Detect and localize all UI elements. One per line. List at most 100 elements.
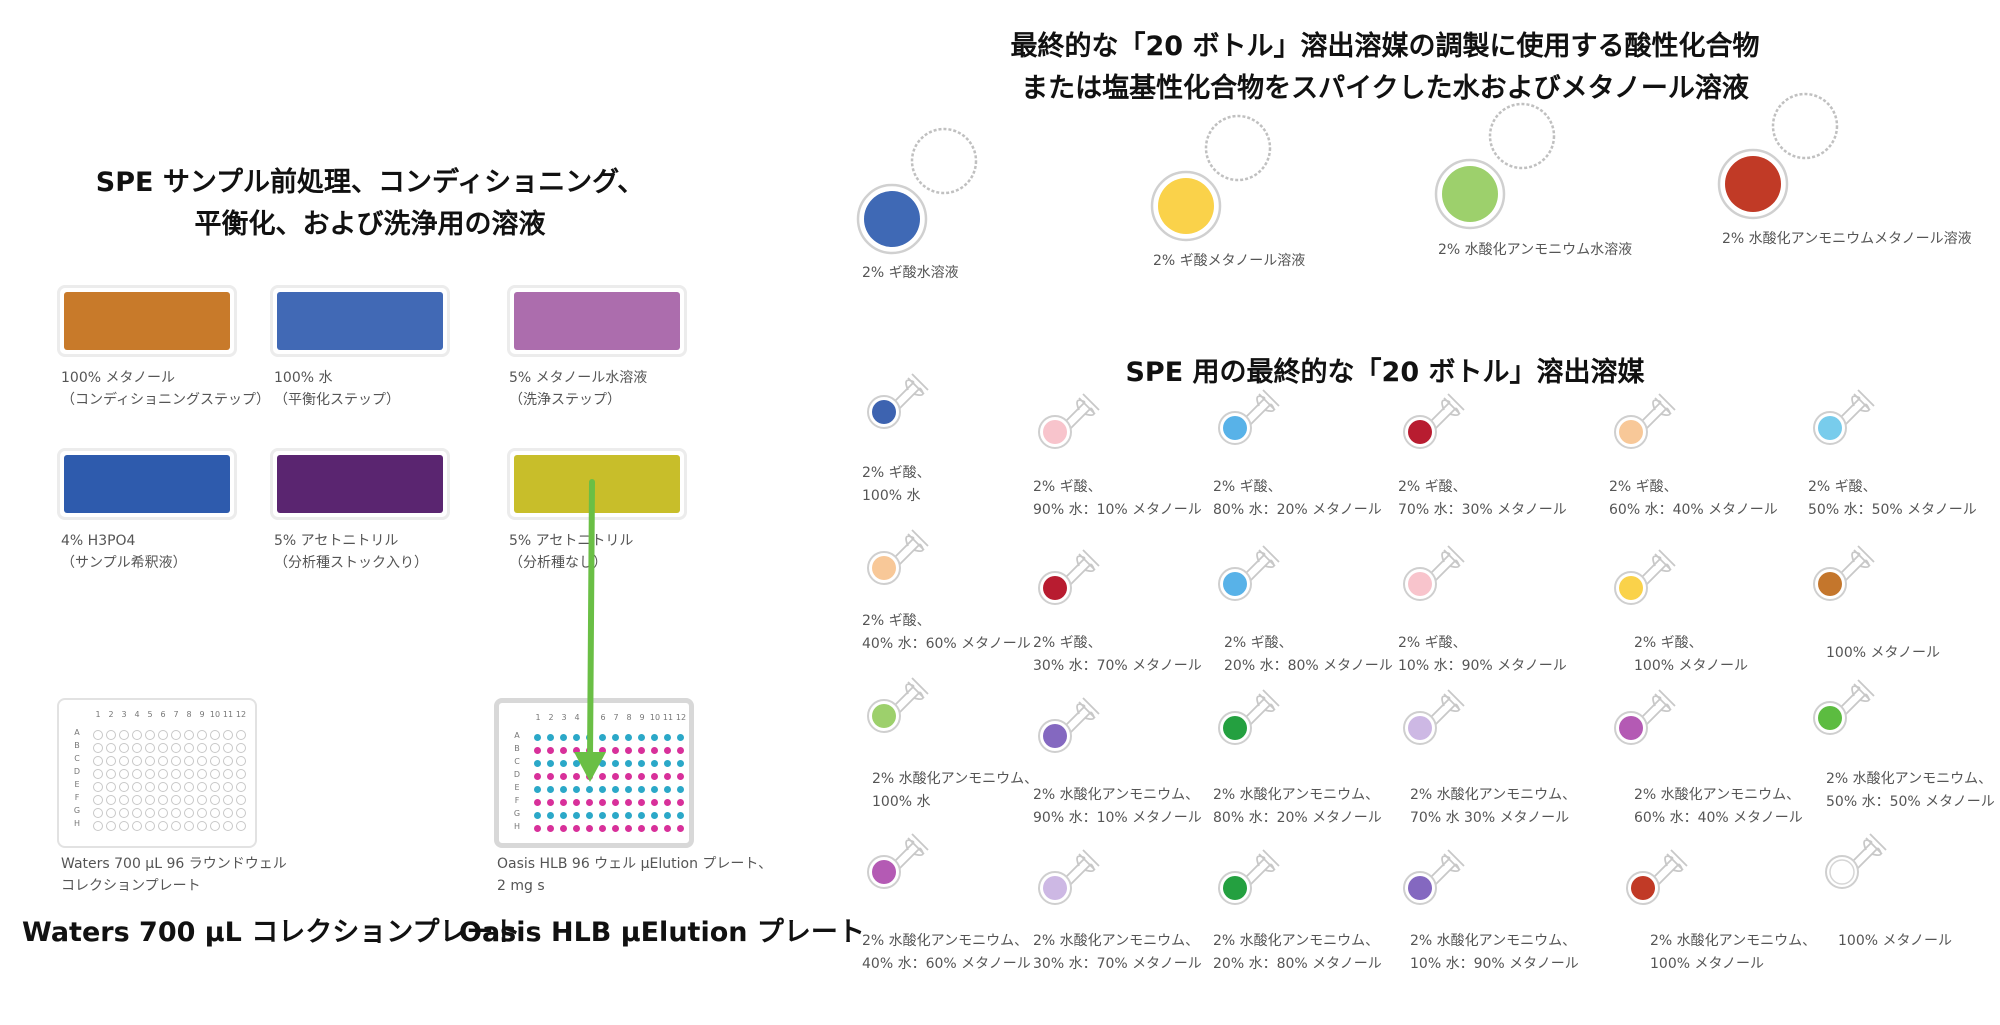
plate-well [171, 769, 181, 779]
plate-well [236, 730, 246, 740]
bottle-fill [872, 556, 896, 580]
bottle-caption-line: 2% ギ酸、 [1213, 479, 1282, 495]
plate-well [236, 795, 246, 805]
plate-well [547, 812, 554, 819]
elution-bottle [1403, 689, 1465, 745]
bottle-fill [1818, 416, 1842, 440]
plate-well [664, 825, 671, 832]
funnel-icon [1062, 697, 1100, 735]
elution-bottle [1813, 679, 1875, 735]
funnel-icon [1837, 679, 1875, 717]
bottle-caption-line: 2% 水酸化アンモニウム、 [1033, 787, 1200, 803]
bottle-caption-line: 100% メタノール [1650, 956, 1765, 972]
funnel-icon [1242, 849, 1280, 887]
plate-well [210, 795, 220, 805]
plate-well [210, 808, 220, 818]
plate-well [547, 825, 554, 832]
bottle-caption: 2% ギ酸、 80% 水：20% メタノール [1213, 476, 1382, 522]
plate-well [612, 734, 619, 741]
plate-well [677, 747, 684, 754]
bottle-caption: 2% ギ酸、 100% メタノール [1634, 632, 1748, 678]
elution-bottle [867, 373, 929, 429]
elution-bottle [1614, 393, 1676, 449]
bottle-caption: 2% 水酸化アンモニウム、 60% 水：40% メタノール [1634, 784, 1803, 830]
plate-well [651, 734, 658, 741]
plate-well [638, 799, 645, 806]
caption-line: （分析種ストック入り） [274, 555, 428, 571]
plate-well [534, 799, 541, 806]
bottle-caption-line: 10% 水：90% メタノール [1398, 658, 1567, 674]
bottle-fill [1829, 859, 1855, 885]
plate-well [599, 786, 606, 793]
bottle-caption-line: 50% 水：50% メタノール [1808, 502, 1977, 518]
plate-well [599, 773, 606, 780]
plate-column-label: 8 [186, 710, 192, 719]
plate-well [119, 756, 129, 766]
bottle-caption-line: 2% ギ酸、 [1634, 635, 1703, 651]
empty-vial [1488, 102, 1556, 170]
plate-well [638, 812, 645, 819]
plate-column-label: 11 [662, 713, 674, 722]
bottle-caption-line: 2% ギ酸、 [862, 465, 931, 481]
caption-line: Oasis HLB 96 ウェル µElution プレート、 [497, 856, 773, 872]
plate-well [171, 782, 181, 792]
plate-well [625, 747, 632, 754]
arrow-shaft [587, 479, 595, 763]
spike-caption: 2% 水酸化アンモニウム水溶液 [1438, 242, 1633, 258]
empty-vial [1771, 92, 1839, 160]
plate-row-label: G [513, 809, 521, 818]
plate-caption-collection: Waters 700 µL 96 ラウンドウェル コレクションプレート [61, 853, 287, 897]
plate-column-label: 9 [199, 710, 205, 719]
bottle-caption-line: 2% 水酸化アンモニウム、 [1634, 787, 1801, 803]
bottle-caption: 2% 水酸化アンモニウム、 10% 水：90% メタノール [1410, 930, 1579, 976]
vial-fill [1158, 178, 1214, 234]
elution-bottle [867, 677, 929, 733]
plate-well [93, 795, 103, 805]
bottle-caption-line: 2% ギ酸、 [1808, 479, 1877, 495]
plate-well [171, 808, 181, 818]
plate-well [119, 795, 129, 805]
plate-well [664, 799, 671, 806]
plate-well [599, 799, 606, 806]
plate-well [236, 808, 246, 818]
funnel-icon [891, 677, 929, 715]
plate-well [664, 747, 671, 754]
plate-well [534, 734, 541, 741]
plate-well [197, 782, 207, 792]
plate-row-label: F [74, 793, 80, 802]
plate-well [625, 760, 632, 767]
elution-bottle [1403, 393, 1465, 449]
plate-well [612, 799, 619, 806]
bottle-caption-line: 2% 水酸化アンモニウム、 [1213, 933, 1380, 949]
plate-well [119, 743, 129, 753]
bottle-fill [1619, 420, 1643, 444]
funnel-icon [1650, 849, 1688, 887]
swatch-caption: 5% メタノール水溶液 （洗浄ステップ） [509, 367, 647, 411]
plate-well [625, 825, 632, 832]
bottle-caption-line: 2% ギ酸、 [1398, 479, 1467, 495]
plate-row-label: H [513, 822, 520, 831]
plate-well [145, 730, 155, 740]
funnel-icon [1837, 389, 1875, 427]
plate-row-label: E [514, 783, 520, 792]
bottle-fill [1223, 416, 1247, 440]
elution-bottle [1218, 689, 1280, 745]
plate-well [573, 760, 580, 767]
bottle-caption: 2% ギ酸、 20% 水：80% メタノール [1224, 632, 1393, 678]
bottle-caption: 2% 水酸化アンモニウム、 20% 水：80% メタノール [1213, 930, 1382, 976]
plate-caption-elution: Oasis HLB 96 ウェル µElution プレート、 2 mg s [497, 853, 772, 897]
bottle-fill [1223, 716, 1247, 740]
plate-well [119, 821, 129, 831]
elution-plate-label: Oasis HLB µElution プレート [459, 917, 865, 948]
plate-column-label: 7 [613, 713, 619, 722]
plate-well [625, 773, 632, 780]
collection-plate-label: Waters 700 µL コレクションプレート [22, 917, 521, 948]
plate-well [560, 799, 567, 806]
elution-bottle [1038, 549, 1100, 605]
spike-heading: 最終的な「20 ボトル」溶出溶媒の調製に使用する酸性化合物 または塩基性化合物を… [960, 26, 1810, 110]
plate-well [184, 821, 194, 831]
plate-well [197, 795, 207, 805]
bottle-fill [1818, 706, 1842, 730]
plate-well [145, 769, 155, 779]
plate-well [132, 795, 142, 805]
